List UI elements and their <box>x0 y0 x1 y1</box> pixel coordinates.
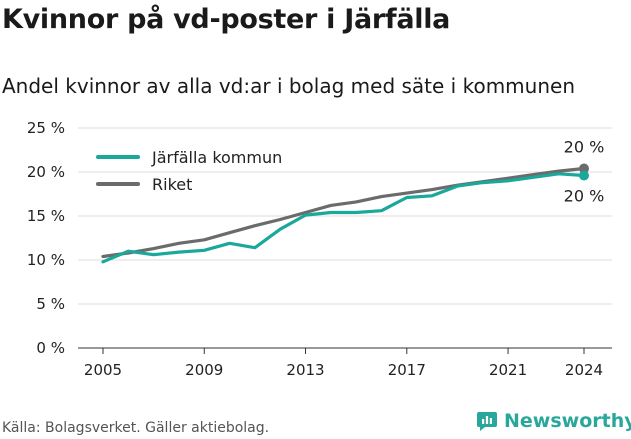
series-line-jarfalla <box>101 172 586 264</box>
x-tick-label: 2024 <box>565 361 603 379</box>
x-tick-label: 2009 <box>185 361 223 379</box>
series-lines: 20 % 20 % <box>101 137 605 264</box>
legend-label: Järfälla kommun <box>151 148 282 167</box>
gridlines <box>78 127 612 349</box>
legend: Järfälla kommun Riket <box>96 148 282 194</box>
series-line-riket <box>101 166 586 259</box>
y-tick-label: 15 % <box>27 207 65 225</box>
y-axis-ticks: 0 % 5 % 10 % 15 % 20 % 25 % <box>27 119 65 357</box>
end-point-riket <box>579 163 589 174</box>
end-point-jarfalla <box>579 170 589 181</box>
y-tick-label: 25 % <box>27 119 65 137</box>
end-label-jarfalla: 20 % <box>564 187 605 206</box>
bar-chart-logo-icon <box>477 412 497 431</box>
x-tick-label: 2005 <box>84 361 122 379</box>
chart-subtitle: Andel kvinnor av alla vd:ar i bolag med … <box>2 74 575 98</box>
brand-name: Newsworthy <box>504 410 631 432</box>
legend-label: Riket <box>152 175 192 194</box>
line-chart: 0 %5 %10 %15 %20 %25 % 2005 2009 2013 2017 2… <box>27 119 612 379</box>
y-tick-label: 10 % <box>27 251 65 269</box>
x-tick-label: 2021 <box>489 361 527 379</box>
y-tick-label: 5 % <box>36 295 65 313</box>
end-label-riket: 20 % <box>564 137 605 156</box>
x-axis-ticks: 2005 2009 2013 2017 2021 2024 <box>84 348 603 379</box>
y-tick-label: 0 % <box>36 339 65 357</box>
x-tick-label: 2017 <box>388 361 426 379</box>
y-tick-label: 20 % <box>27 163 65 181</box>
chart-title: Kvinnor på vd-poster i Järfälla <box>2 4 451 35</box>
newsworthy-logo: Newsworthy <box>476 410 631 432</box>
x-tick-label: 2013 <box>286 361 324 379</box>
source-note: Källa: Bolagsverket. Gäller aktiebolag. <box>2 420 270 436</box>
